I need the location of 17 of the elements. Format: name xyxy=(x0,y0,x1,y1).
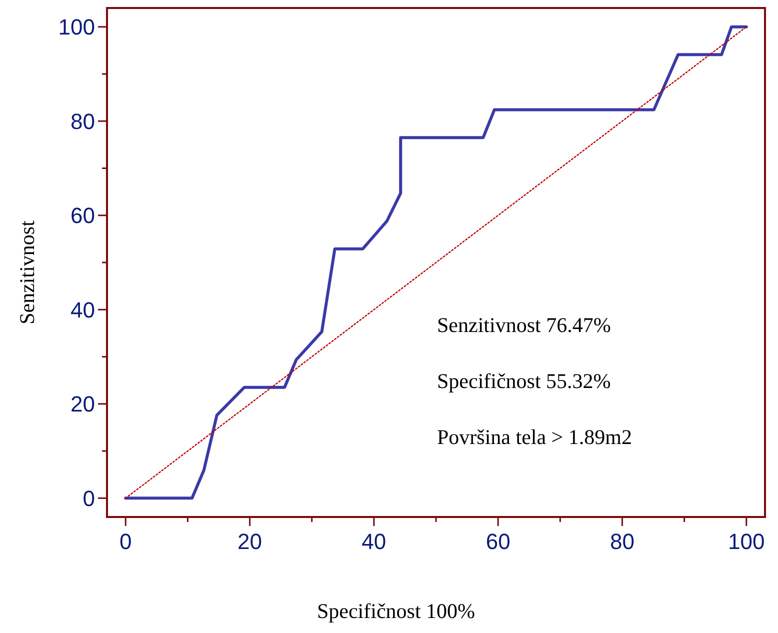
y-tick-label: 60 xyxy=(70,203,95,228)
y-tick-label: 0 xyxy=(82,486,95,511)
y-tick-label: 40 xyxy=(70,297,95,322)
x-axis-title: Specifičnost 100% xyxy=(316,599,476,623)
x-tick-label: 0 xyxy=(120,529,132,554)
x-tick-label: 40 xyxy=(362,529,386,554)
y-axis-title: Senzitivnost xyxy=(15,220,39,324)
y-tick-label: 20 xyxy=(70,392,95,417)
x-tick-label: 60 xyxy=(486,529,510,554)
annotation: Površina tela > 1.89m2 xyxy=(437,425,632,449)
y-tick-label: 80 xyxy=(70,108,95,134)
x-tick-label: 80 xyxy=(610,529,634,554)
x-tick-label: 20 xyxy=(238,529,262,554)
annotation: Senzitivnost 76.47% xyxy=(437,313,611,337)
x-tick-label: 100 xyxy=(728,529,765,554)
annotation: Specifičnost 55.32% xyxy=(437,369,611,393)
y-tick-label: 100 xyxy=(58,14,95,40)
